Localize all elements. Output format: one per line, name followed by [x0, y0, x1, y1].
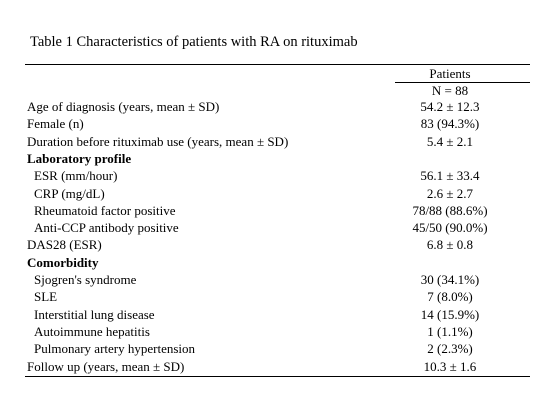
row-value: 30 (34.1%)	[420, 272, 480, 287]
row-label: Female (n)	[27, 116, 84, 132]
row-value: 10.3 ± 1.6	[423, 358, 477, 374]
row-value: 2.6 ± 2.7	[426, 185, 474, 201]
row-label: Sjogren's syndrome	[34, 272, 137, 287]
row-value: 5.4 ± 2.1	[426, 133, 474, 149]
n-header: N = 88	[431, 83, 469, 98]
top-rule	[25, 64, 530, 65]
row-label: Follow up (years, mean ± SD)	[27, 358, 185, 374]
row-value: 56.1 ± 33.4	[420, 168, 480, 184]
row-label: Anti-CCP antibody positive	[34, 220, 179, 236]
section-heading: Comorbidity	[27, 254, 99, 270]
row-value: 78/88 (88.6%)	[412, 202, 488, 218]
row-value: 14 (15.9%)	[420, 306, 480, 322]
row-label: Age of diagnosis (years, mean ± SD)	[27, 99, 220, 114]
row-label: DAS28 (ESR)	[27, 237, 102, 253]
row-value: 45/50 (90.0%)	[412, 220, 488, 236]
row-label: ESR (mm/hour)	[34, 168, 118, 184]
row-label: SLE	[34, 289, 58, 305]
column-header: Patients	[429, 66, 471, 81]
row-value: 2 (2.3%)	[427, 341, 473, 357]
row-value: 1 (1.1%)	[427, 323, 473, 339]
row-value: 83 (94.3%)	[420, 116, 480, 132]
row-value: 54.2 ± 12.3	[420, 99, 480, 114]
table-title: Table 1 Characteristics of patients with…	[30, 34, 358, 50]
header-rule	[395, 82, 530, 83]
row-label: Rheumatoid factor positive	[34, 202, 176, 218]
section-heading: Laboratory profile	[27, 150, 132, 166]
row-value: 7 (8.0%)	[427, 289, 473, 305]
row-label: Interstitial lung disease	[34, 306, 155, 322]
row-value: 6.8 ± 0.8	[426, 237, 474, 253]
row-label: Pulmonary artery hypertension	[34, 341, 196, 357]
row-label: Autoimmune hepatitis	[34, 323, 150, 339]
row-label: CRP (mg/dL)	[34, 185, 105, 201]
bottom-rule	[25, 375, 530, 377]
row-label: Duration before rituximab use (years, me…	[27, 133, 289, 149]
